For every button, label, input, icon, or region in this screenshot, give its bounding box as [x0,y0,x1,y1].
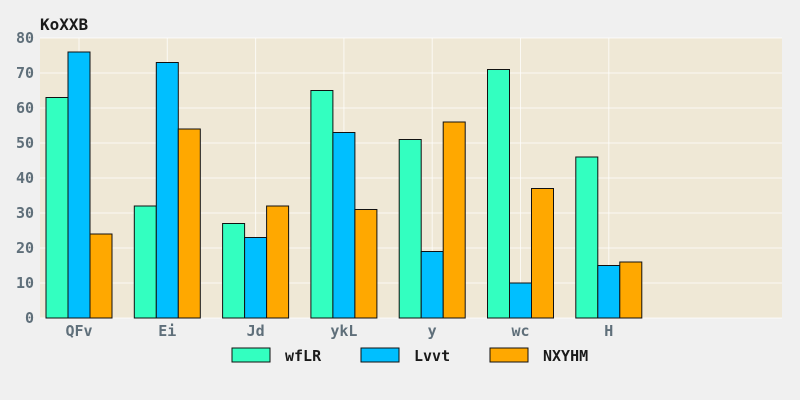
y-tick-label: 40 [16,169,34,187]
bar-wfLR-Ei [134,206,156,318]
bar-Lvvt-QFv [68,52,90,318]
bar-NXYHM-Ei [178,129,200,318]
x-tick-label: ykL [330,322,357,340]
bar-wfLR-Jd [223,224,245,319]
x-tick-label: QFv [65,322,92,340]
bar-NXYHM-QFv [90,234,112,318]
x-tick-label: y [428,322,437,340]
y-tick-label: 80 [16,29,34,47]
y-tick-label: 10 [16,274,34,292]
bar-wfLR-H [576,157,598,318]
bar-Lvvt-y [421,252,443,319]
bar-NXYHM-H [620,262,642,318]
legend: wfLR Lvvt NXYHM [232,347,588,365]
legend-swatch-wfLR [232,348,270,362]
bar-wfLR-wc [488,70,510,319]
y-tick-label: 50 [16,134,34,152]
bar-NXYHM-y [443,122,465,318]
x-tick-label: wc [511,322,529,340]
x-tick-label: Jd [247,322,265,340]
x-tick-label: Ei [158,322,176,340]
bar-wfLR-y [399,140,421,319]
bar-Lvvt-Ei [156,63,178,319]
legend-swatch-NXYHM [490,348,528,362]
x-axis: QFv Ei Jd ykL y wc H [65,322,613,340]
bar-Lvvt-ykL [333,133,355,319]
bar-wfLR-ykL [311,91,333,319]
x-tick-label: H [604,322,613,340]
legend-label-wfLR: wfLR [285,347,322,365]
y-tick-label: 70 [16,64,34,82]
bar-NXYHM-Jd [267,206,289,318]
bar-wfLR-QFv [46,98,68,319]
bar-NXYHM-wc [532,189,554,319]
bar-NXYHM-ykL [355,210,377,319]
bar-Lvvt-H [598,266,620,319]
legend-label-Lvvt: Lvvt [414,347,450,365]
legend-label-NXYHM: NXYHM [543,347,588,365]
y-tick-label: 60 [16,99,34,117]
bar-Lvvt-wc [510,283,532,318]
y-axis: 0 10 20 30 40 50 60 70 80 [16,29,34,327]
chart-title: KoXXB [40,15,89,34]
y-tick-label: 30 [16,204,34,222]
bar-Lvvt-Jd [245,238,267,319]
y-tick-label: 0 [25,309,34,327]
y-tick-label: 20 [16,239,34,257]
legend-swatch-Lvvt [361,348,399,362]
